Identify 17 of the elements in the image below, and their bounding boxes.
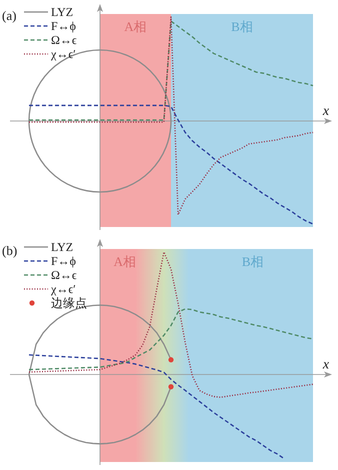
- legend-label: Ω↔ϵ: [51, 33, 77, 47]
- annotation: B相: [231, 19, 253, 34]
- legend-label: F↔ϕ: [51, 254, 76, 268]
- chart-title: (a): [2, 8, 16, 23]
- chart-title: (b): [2, 243, 18, 258]
- legend-label: χ↔ϵ′: [50, 282, 76, 296]
- annotation: B相: [242, 254, 264, 269]
- legend-label: F↔ϕ: [51, 19, 76, 33]
- legend-label: Ω↔ϵ: [51, 268, 77, 282]
- legend-label: 边缘点: [51, 296, 87, 310]
- x-axis-title: x: [322, 357, 330, 372]
- x-axis-title: x: [322, 104, 330, 120]
- annotation: A相: [124, 19, 147, 34]
- legend-label: LYZ: [51, 240, 74, 254]
- annotation: A相: [114, 254, 136, 269]
- legend-label: χ↔ϵ′: [50, 47, 76, 61]
- annotation: LYZ: [51, 5, 74, 19]
